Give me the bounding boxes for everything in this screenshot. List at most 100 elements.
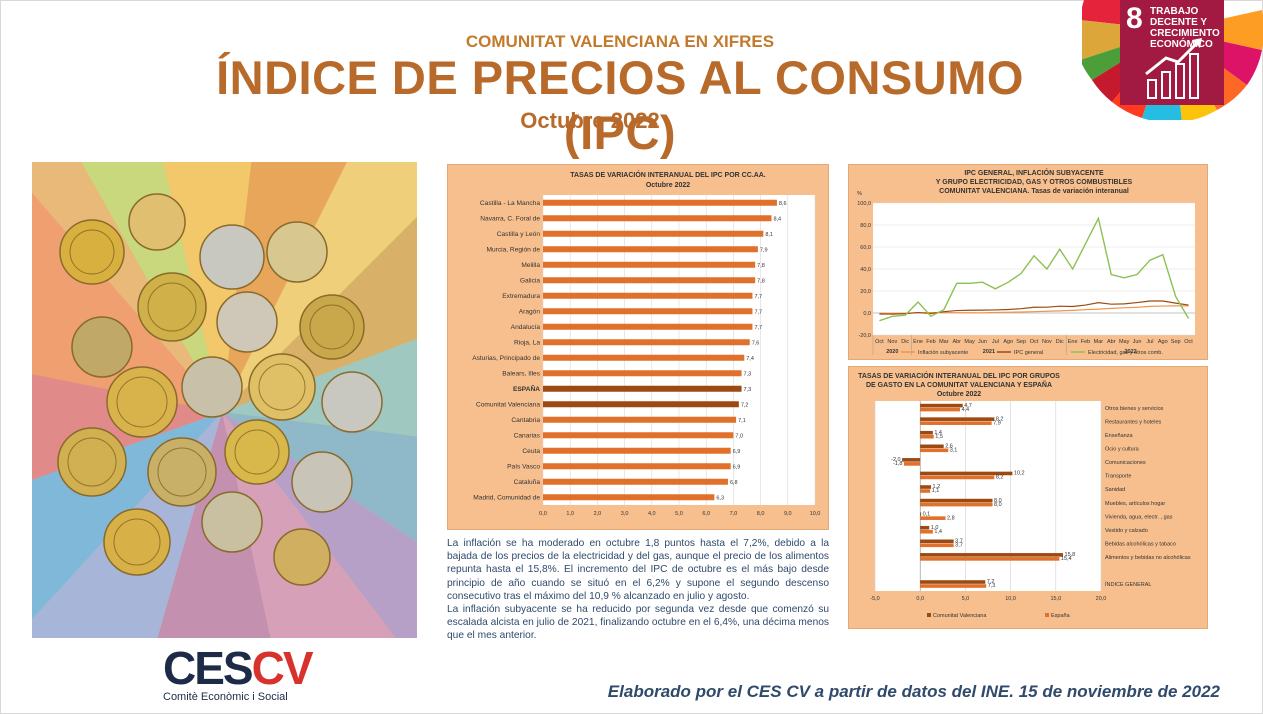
chart-groups-bar xyxy=(920,475,995,480)
chart-lines-month-label: Sep xyxy=(1016,339,1026,345)
chart-lines-month-label: Feb xyxy=(926,339,935,345)
chart-ccaa-tick-label: 7,0 xyxy=(730,511,738,517)
chart-ccaa-value-label: 7,7 xyxy=(754,325,762,331)
chart-lines-month-label: May xyxy=(964,339,975,345)
chart-lines-y-tick: 100,0 xyxy=(857,201,871,207)
logo-subtitle: Comitè Econòmic i Social xyxy=(163,691,288,703)
chart-lines-series-line xyxy=(879,216,1190,322)
chart-ccaa-bar xyxy=(543,308,753,315)
chart-groups-value-label: 8,2 xyxy=(996,475,1004,481)
chart-groups-bar xyxy=(920,529,933,534)
chart-lines-y-tick: 0,0 xyxy=(863,311,871,317)
chart-lines-y-tick: 60,0 xyxy=(860,245,871,251)
chart-groups-tick-label: -5,0 xyxy=(870,596,879,602)
chart-groups-bar xyxy=(920,485,932,489)
chart-groups-category-label: Alimentos y bebidas no alcohólicas xyxy=(1105,555,1191,561)
chart-ccaa-value-label: 7,0 xyxy=(735,434,743,440)
chart-ccaa-tick-label: 5,0 xyxy=(675,511,683,517)
chart-groups-bar xyxy=(920,448,949,453)
chart-groups-value-label: 4,4 xyxy=(961,407,969,413)
growth-chart-icon xyxy=(1145,38,1202,99)
chart-groups-bar xyxy=(920,512,922,516)
chart-ccaa-value-label: 7,1 xyxy=(738,418,746,424)
chart-groups-legend-swatch xyxy=(1045,613,1049,617)
chart-groups-value-label: -1,8 xyxy=(893,461,902,467)
chart-ccaa-bar xyxy=(543,416,737,423)
chart-ccaa-bar xyxy=(543,215,772,222)
chart-ccaa-value-label: 6,9 xyxy=(733,465,741,471)
chart-groups-panel: TASAS DE VARIACIÓN INTERANUAL DEL IPC PO… xyxy=(848,366,1208,629)
chart-lines-month-label: Ago xyxy=(1158,339,1168,345)
chart-lines-month-label: Ago xyxy=(1003,339,1013,345)
chart-ccaa-bar xyxy=(543,478,728,485)
sdg-text: TRABAJO DECENTE Y CRECIMIENTO ECONÓMICO xyxy=(1150,6,1220,50)
chart-lines-month-label: Nov xyxy=(887,339,897,345)
chart-groups-bar xyxy=(920,403,963,408)
chart-groups-value-label: 3,7 xyxy=(955,539,963,545)
chart-ccaa-bar xyxy=(543,339,750,346)
chart-groups-value-label: 7,2 xyxy=(987,579,995,585)
chart-ccaa-bar xyxy=(543,370,742,377)
chart-ccaa-panel: TASAS DE VARIACIÓN INTERANUAL DEL IPC PO… xyxy=(447,164,829,530)
chart-ccaa-category-label: Galicia xyxy=(520,278,540,285)
chart-groups-category-label: Sanidad xyxy=(1105,487,1125,493)
chart-groups-value-label: 1,2 xyxy=(933,484,941,490)
chart-ccaa-value-label: 7,8 xyxy=(757,263,765,269)
chart-ccaa-category-label: Cataluña xyxy=(514,479,541,486)
chart-groups-value-label: 8,0 xyxy=(994,498,1002,504)
chart-groups-value-label: 1,4 xyxy=(934,430,942,436)
chart-groups-bar xyxy=(920,525,930,530)
chart-groups-value-label: 4,7 xyxy=(964,403,972,409)
chart-ccaa-tick-label: 9,0 xyxy=(784,511,792,517)
chart-groups-bar xyxy=(920,430,933,435)
chart-ccaa-bar xyxy=(543,246,758,253)
chart-ccaa-category-label: Canarias xyxy=(514,433,541,440)
chart-groups-bar xyxy=(920,539,954,544)
chart-lines-month-label: Sep xyxy=(1171,339,1181,345)
summary-paragraph-1: La inflación se ha moderado en octubre 1… xyxy=(447,538,829,602)
chart-groups-bar xyxy=(920,502,993,507)
chart-groups-bar xyxy=(920,580,986,584)
chart-ccaa-category-label: Balears, Illes xyxy=(502,371,540,378)
chart-groups-legend-label: España xyxy=(1051,613,1071,619)
chart-groups-value-label: 7,3 xyxy=(988,583,996,589)
chart-lines-legend-label: Inflación subyacente xyxy=(918,350,968,356)
chart-ccaa-value-label: 7,7 xyxy=(754,294,762,300)
chart-ccaa-category-label: ESPAÑA xyxy=(513,384,540,393)
chart-ccaa-category-label: Murcia, Región de xyxy=(486,247,540,254)
chart-ccaa-bar xyxy=(543,432,734,439)
chart-groups-bar xyxy=(920,434,934,439)
chart-ccaa: TASAS DE VARIACIÓN INTERANUAL DEL IPC PO… xyxy=(472,170,820,517)
chart-lines-y-tick: -20,0 xyxy=(858,333,871,339)
chart-lines-month-label: Oct xyxy=(875,339,884,345)
chart-groups-value-label: 1,0 xyxy=(931,525,939,531)
chart-groups-bar xyxy=(920,421,992,425)
chart-groups-value-label: 1,1 xyxy=(932,488,940,494)
chart-groups-title-3: Octubre 2022 xyxy=(937,391,981,398)
chart-lines-year-label: 2022 xyxy=(1124,349,1136,355)
chart-groups-value-label: 2,6 xyxy=(945,444,953,450)
sdg-goal-box: 8 TRABAJO DECENTE Y CRECIMIENTO ECONÓMIC… xyxy=(1120,0,1224,105)
chart-ccaa-bar xyxy=(543,401,739,408)
chart-lines-year-label: 2020 xyxy=(886,349,898,355)
chart-ccaa-bar xyxy=(543,292,753,299)
chart-lines-y-tick: 80,0 xyxy=(860,223,871,229)
chart-lines: IPC GENERAL, INFLACIÓN SUBYACENTE Y GRUP… xyxy=(857,168,1195,356)
chart-lines-month-label: Ene xyxy=(1068,339,1078,345)
chart-groups-bar xyxy=(920,543,954,548)
chart-lines-y-tick: 40,0 xyxy=(860,267,871,273)
chart-lines-month-label: Oct xyxy=(1030,339,1039,345)
chart-ccaa-value-label: 7,3 xyxy=(744,387,752,393)
chart-groups-legend-label: Comunitat Valenciana xyxy=(933,613,987,619)
chart-groups-bar xyxy=(920,557,1060,561)
chart-ccaa-category-label: Madrid, Comunidad de xyxy=(473,495,540,502)
chart-ccaa-category-label: País Vasco xyxy=(507,464,540,471)
chart-groups-category-label: ÍNDICE GENERAL xyxy=(1105,581,1151,588)
chart-ccaa-subtitle: Octubre 2022 xyxy=(646,182,690,189)
chart-ccaa-value-label: 6,3 xyxy=(716,496,724,502)
chart-groups-value-label: 0,1 xyxy=(923,511,931,517)
chart-groups-value-label: 10,2 xyxy=(1014,471,1025,477)
chart-groups-bar xyxy=(920,417,995,421)
chart-groups-value-label: 7,9 xyxy=(993,420,1001,426)
chart-groups-value-label: -2,0 xyxy=(891,457,900,463)
